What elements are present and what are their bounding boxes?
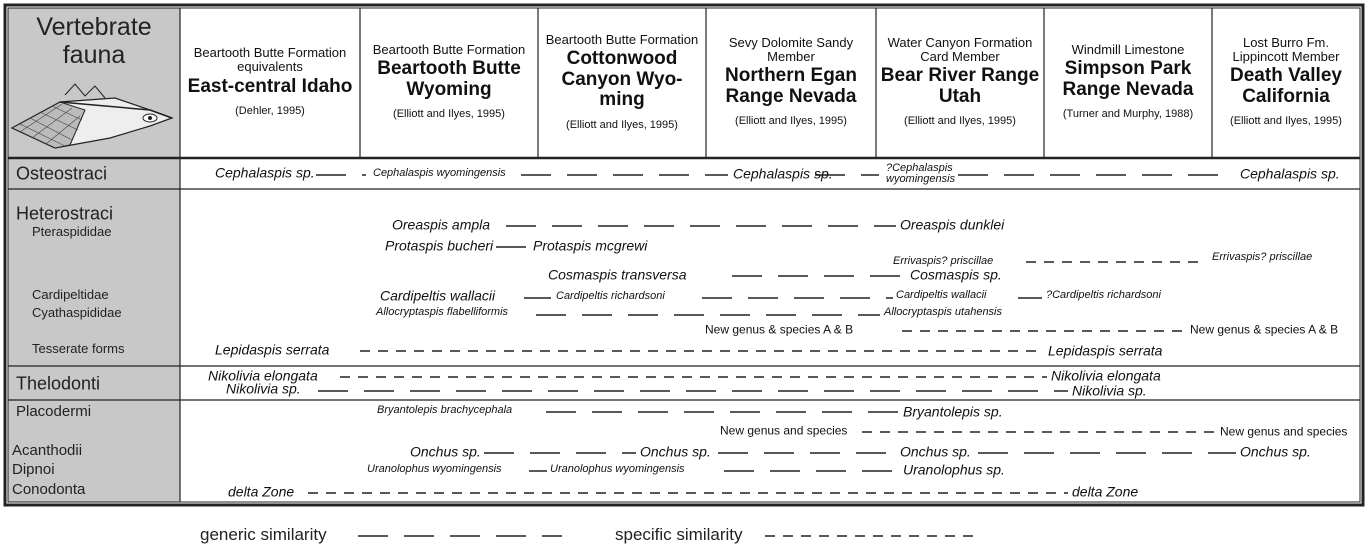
reference: (Elliott and Ilyes, 1995) bbox=[1230, 115, 1342, 128]
taxon: Cosmaspis sp. bbox=[910, 266, 1002, 283]
taxon: Errivaspis? priscillae bbox=[1212, 251, 1313, 264]
taxon: Errivaspis? priscillae bbox=[893, 255, 994, 268]
group-label: Heterostraci bbox=[16, 203, 114, 224]
taxon: Allocryptaspis utahensis bbox=[884, 306, 1003, 319]
formation: Beartooth Butte Formation bbox=[545, 31, 699, 47]
taxon: New genus and species bbox=[720, 423, 848, 438]
locality: Simpson Park Range Nevada bbox=[1062, 58, 1194, 100]
formation: Windmill Limestone bbox=[1071, 42, 1185, 58]
reference: (Elliott and Ilyes, 1995) bbox=[904, 115, 1016, 128]
taxon: ?Cephalaspis wyomingensis bbox=[886, 162, 956, 185]
group-label: Conodonta bbox=[12, 481, 86, 499]
taxon: Uranolophus wyomingensis bbox=[367, 463, 502, 476]
taxon: Cardipeltis wallacii bbox=[380, 287, 496, 304]
taxon: Onchus sp. bbox=[640, 443, 711, 460]
taxon: Allocryptaspis flabelliformis bbox=[376, 306, 509, 319]
legend-label: generic similarity bbox=[200, 525, 327, 545]
formation: Water Canyon Formation Card Member bbox=[887, 34, 1033, 65]
taxon: Cephalaspis sp. bbox=[1240, 165, 1340, 182]
taxon: Nikolivia elongata bbox=[208, 367, 318, 384]
taxon: Onchus sp. bbox=[900, 443, 971, 460]
locality: Death Valley California bbox=[1230, 65, 1342, 107]
taxon: delta Zone bbox=[228, 483, 295, 500]
taxon: Lepidaspis serrata bbox=[215, 341, 330, 358]
taxon: Nikolivia sp. bbox=[1072, 382, 1147, 399]
outer-border bbox=[3, 3, 1365, 507]
inner-border bbox=[7, 7, 1361, 503]
locality: Beartooth Butte Wyoming bbox=[377, 58, 521, 100]
taxon: Uranolophus sp. bbox=[903, 461, 1005, 478]
column-header: Windmill Limestone Simpson Park Range Nev… bbox=[1048, 8, 1208, 156]
taxon: Cardipeltis richardsoni bbox=[556, 290, 665, 303]
taxon: Lepidaspis serrata bbox=[1048, 342, 1163, 359]
taxon: delta Zone bbox=[1072, 483, 1139, 500]
group-label: Acanthodii bbox=[12, 442, 83, 460]
locality: East-central Idaho bbox=[187, 75, 353, 97]
taxon: Oreaspis dunklei bbox=[900, 216, 1005, 233]
taxon: New genus and species bbox=[1220, 424, 1348, 439]
formation: Sevy Dolomite Sandy Member bbox=[728, 34, 854, 65]
reference: (Turner and Murphy, 1988) bbox=[1062, 108, 1194, 121]
taxon: Cardipeltis wallacii bbox=[896, 289, 987, 302]
taxon: ?Cardipeltis richardsoni bbox=[1046, 289, 1161, 302]
taxon: Protaspis bucheri bbox=[385, 237, 494, 254]
taxon: Cephalaspis sp. bbox=[215, 164, 315, 181]
locality: Cottonwood Canyon Wyo-ming bbox=[561, 48, 683, 111]
group-label: Thelodonti bbox=[16, 373, 101, 394]
taxon: New genus & species A & B bbox=[705, 322, 854, 337]
group-label: Cyathaspididae bbox=[32, 305, 122, 321]
reference: (Elliott and Ilyes, 1995) bbox=[735, 115, 847, 128]
column-header: Lost Burro Fm. Lippincott Member Death Va… bbox=[1216, 8, 1356, 156]
group-label: Placodermi bbox=[16, 403, 92, 421]
column-header: Sevy Dolomite Sandy Member Northern Egan … bbox=[710, 8, 872, 156]
reference: (Dehler, 1995) bbox=[235, 105, 305, 118]
fish-icon bbox=[10, 83, 174, 149]
legend-label: specific similarity bbox=[615, 525, 743, 545]
corner-title: Vertebrate fauna bbox=[36, 13, 152, 69]
locality: Bear River Range Utah bbox=[880, 65, 1040, 107]
locality: Northern Egan Range Nevada bbox=[725, 65, 857, 107]
taxon: Bryantolepis sp. bbox=[903, 403, 1003, 420]
taxon: Onchus sp. bbox=[1240, 443, 1311, 460]
group-label: Tesserate forms bbox=[32, 341, 125, 357]
formation: Lost Burro Fm. Lippincott Member bbox=[1232, 34, 1340, 65]
formation: Beartooth Butte Formation equivalents bbox=[193, 45, 347, 75]
group-label: Osteostraci bbox=[16, 163, 108, 184]
group-label: Pteraspididae bbox=[32, 224, 112, 240]
cell-dividers bbox=[8, 8, 1360, 502]
group-label: Cardipeltidae bbox=[32, 287, 109, 303]
formation: Beartooth Butte Formation bbox=[372, 42, 526, 58]
reference: (Elliott and Ilyes, 1995) bbox=[393, 108, 505, 121]
taxon: Protaspis mcgrewi bbox=[533, 237, 648, 254]
column-header: Water Canyon Formation Card Member Bear R… bbox=[880, 8, 1040, 156]
taxon: Bryantolepis brachycephala bbox=[377, 404, 513, 417]
column-header: Beartooth Butte Formation Beartooth Butte… bbox=[364, 8, 534, 156]
taxon: New genus & species A & B bbox=[1190, 322, 1339, 337]
taxon: Cephalaspis wyomingensis bbox=[373, 167, 506, 180]
taxon: Cephalaspis sp. bbox=[733, 165, 833, 182]
taxon: Oreaspis ampla bbox=[392, 216, 491, 233]
group-label: Dipnoi bbox=[12, 461, 55, 479]
column-header: Beartooth Butte Formation equivalents Eas… bbox=[184, 8, 356, 156]
column-header: Beartooth Butte Formation Cottonwood Cany… bbox=[542, 8, 702, 156]
label-column bbox=[8, 8, 180, 502]
taxon: Onchus sp. bbox=[410, 443, 481, 460]
taxon: Nikolivia sp. bbox=[226, 380, 301, 397]
taxon: Cosmaspis transversa bbox=[548, 266, 687, 283]
taxon: Nikolivia elongata bbox=[1051, 367, 1161, 384]
taxon: Uranolophus wyomingensis bbox=[550, 463, 685, 476]
reference: (Elliott and Ilyes, 1995) bbox=[566, 118, 678, 131]
